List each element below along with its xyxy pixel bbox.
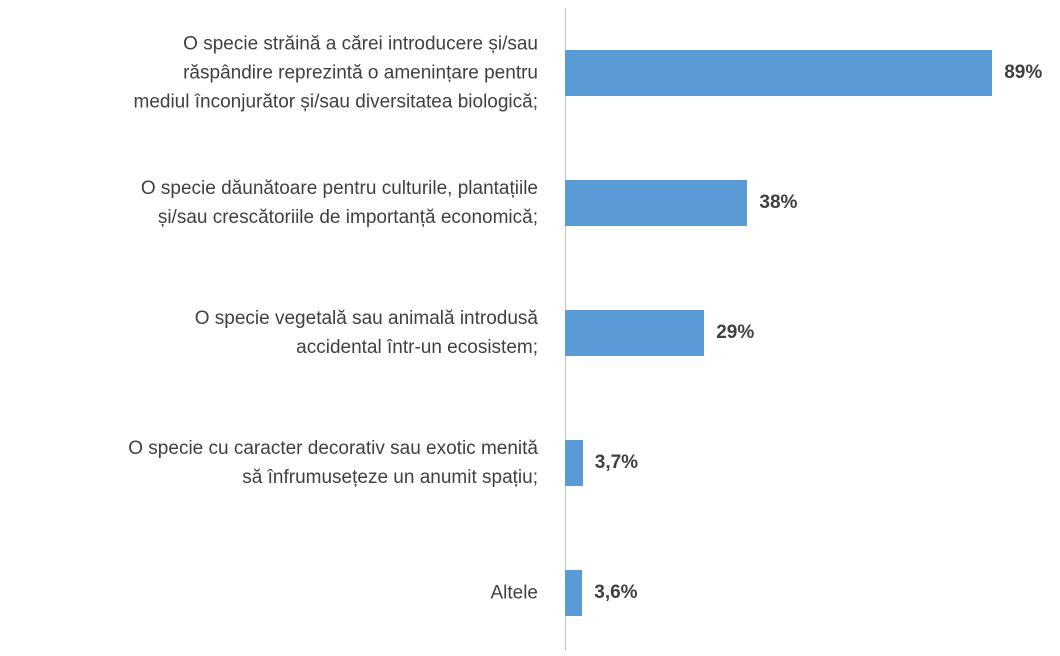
bar bbox=[565, 180, 748, 226]
category-label: O specie străină a cărei introducere și/… bbox=[133, 33, 539, 113]
data-label: 38% bbox=[759, 192, 798, 213]
bar bbox=[565, 440, 583, 486]
bar bbox=[565, 50, 993, 96]
bar bbox=[565, 310, 705, 356]
category-label: O specie dăunătoare pentru culturile, pl… bbox=[140, 178, 538, 228]
bar bbox=[565, 570, 583, 616]
data-label: 89% bbox=[1004, 62, 1043, 83]
data-label: 3,6% bbox=[594, 582, 638, 603]
category-label: O specie cu caracter decorativ sau exoti… bbox=[128, 438, 538, 488]
data-label: 3,7% bbox=[594, 452, 639, 473]
category-label: O specie vegetală sau animală introdusă … bbox=[194, 308, 538, 358]
data-label: 29% bbox=[716, 322, 755, 343]
category-label: Altele bbox=[490, 582, 538, 604]
